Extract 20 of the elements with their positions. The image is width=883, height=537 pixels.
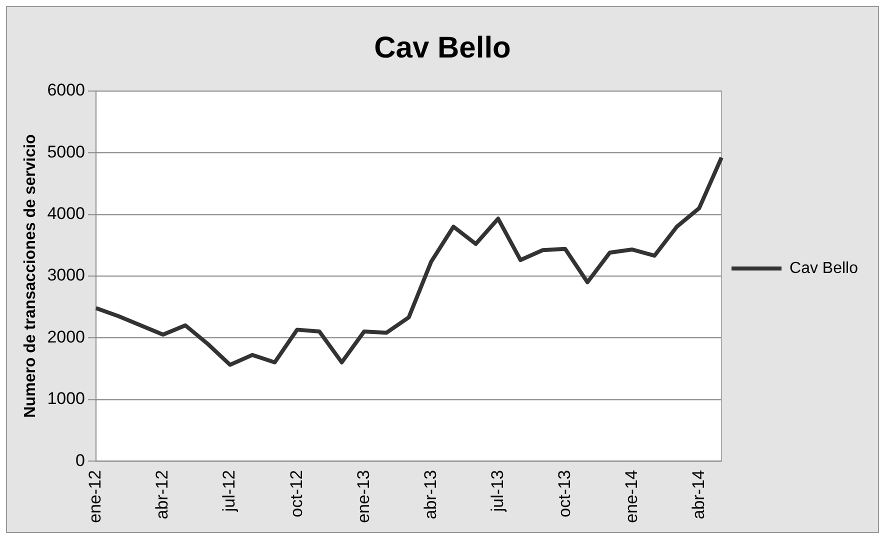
- x-tick-label: jul-12: [220, 470, 239, 513]
- y-tick-label: 0: [76, 450, 86, 470]
- x-tick-label: abr-14: [688, 470, 708, 520]
- x-tick-label: abr-12: [152, 470, 172, 520]
- y-tick-label: 1000: [47, 389, 86, 408]
- x-tick-label: ene-14: [622, 470, 641, 524]
- y-tick-label: 3000: [47, 266, 86, 285]
- x-tick-label: ene-12: [86, 470, 105, 524]
- x-tick-label: abr-13: [420, 470, 440, 520]
- x-tick-label: ene-13: [354, 470, 373, 524]
- y-tick-label: 6000: [47, 80, 86, 100]
- y-tick-label: 4000: [47, 204, 86, 224]
- y-axis-title: Numero de transacciones de servicio: [22, 134, 40, 418]
- x-tick-label: oct-13: [554, 470, 574, 518]
- y-tick-label: 2000: [47, 327, 86, 346]
- x-tick-label: oct-12: [286, 470, 306, 518]
- y-tick-label: 5000: [47, 142, 86, 162]
- x-tick-label: jul-13: [488, 470, 507, 513]
- chart-title: Cav Bello: [374, 31, 511, 64]
- legend-label: Cav Bello: [790, 260, 858, 277]
